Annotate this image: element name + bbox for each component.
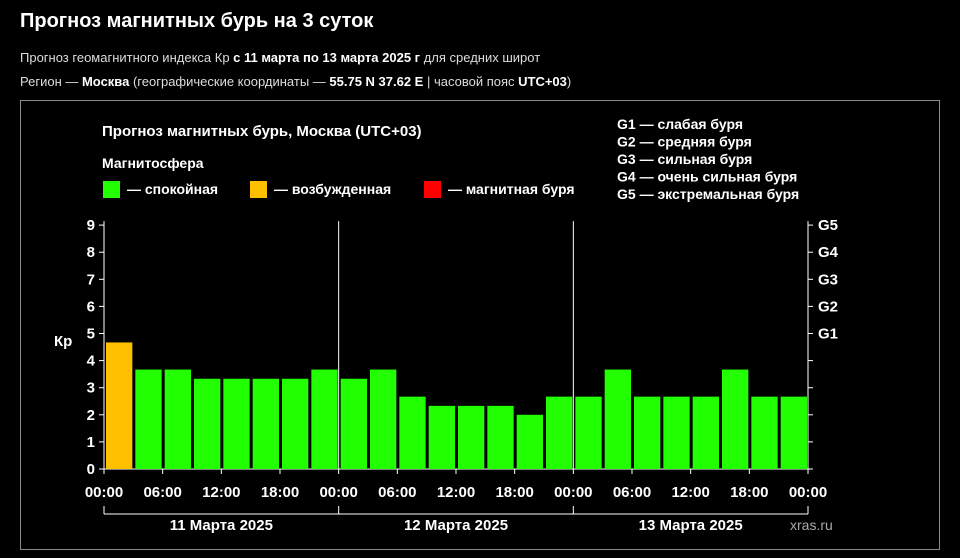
kp-bar — [604, 369, 631, 469]
kp-bar — [458, 405, 485, 469]
y-tick-label: 9 — [87, 217, 95, 234]
kp-bar — [516, 414, 543, 469]
x-tick-label: 06:00 — [378, 484, 416, 501]
legend-swatch — [424, 181, 441, 198]
g-level-label: G5 — [818, 217, 838, 234]
kp-bar — [311, 369, 338, 469]
kp-bar — [428, 405, 455, 469]
x-tick-label: 06:00 — [143, 484, 181, 501]
y-tick-label: 2 — [87, 407, 95, 424]
x-tick-label: 06:00 — [613, 484, 651, 501]
plot-area: 0 1 2 3 4 5 6 7 8 9 G1 G2 G3 G4 G5 00:00 06:00 12:00 18:00… — [85, 217, 839, 534]
x-tick-label: 18:00 — [261, 484, 299, 501]
legend-title: Магнитосфера — [102, 155, 204, 171]
g-legend-item: G2 — средняя буря — [617, 134, 752, 150]
region-line: Регион — Москва (географические координа… — [20, 74, 572, 89]
g-level-label: G1 — [818, 326, 838, 343]
g-legend-item: G3 — сильная буря — [617, 151, 752, 167]
kp-bar — [780, 396, 807, 469]
y-tick-label: 7 — [87, 271, 95, 288]
x-tick-label: 00:00 — [85, 484, 123, 501]
kp-bar — [135, 369, 162, 469]
x-tick-label: 00:00 — [554, 484, 592, 501]
x-tick-label: 18:00 — [495, 484, 533, 501]
g-level-label: G4 — [818, 244, 839, 261]
g-legend-item: G5 — экстремальная буря — [617, 186, 799, 202]
kp-bar — [575, 396, 602, 469]
chart-frame — [20, 100, 940, 550]
legend-label: — магнитная буря — [448, 181, 575, 197]
day-label: 11 Марта 2025 — [170, 517, 273, 534]
x-tick-label: 18:00 — [730, 484, 768, 501]
kp-bar — [282, 378, 309, 469]
page-title: Прогноз магнитных бурь на 3 суток — [20, 10, 374, 32]
legend-swatch — [103, 181, 120, 198]
y-tick-label: 4 — [87, 353, 96, 370]
legend-label: — возбужденная — [274, 181, 391, 197]
kp-bar — [546, 396, 573, 469]
g-legend-item: G4 — очень сильная буря — [617, 169, 797, 185]
forecast-period-line: Прогноз геомагнитного индекса Кр с 11 ма… — [20, 50, 541, 65]
kp-bar — [722, 369, 749, 469]
kp-bar — [399, 396, 426, 469]
kp-bar — [751, 396, 778, 469]
kp-bar — [106, 342, 133, 469]
kp-bar — [223, 378, 250, 469]
x-tick-label: 00:00 — [789, 484, 827, 501]
g-level-label: G3 — [818, 271, 838, 288]
x-tick-label: 12:00 — [671, 484, 709, 501]
kp-bar — [634, 396, 661, 469]
y-axis-label: Кр — [54, 333, 72, 350]
g-level-label: G2 — [818, 298, 838, 315]
kp-bar — [340, 378, 367, 469]
legend: — спокойная — возбужденная — магнитная бур… — [103, 181, 575, 198]
watermark: xras.ru — [790, 517, 833, 533]
x-tick-label: 00:00 — [319, 484, 357, 501]
day-label: 12 Марта 2025 — [404, 517, 508, 534]
kp-bar — [692, 396, 719, 469]
chart-title: Прогноз магнитных бурь, Москва (UTC+03) — [102, 123, 422, 140]
kp-bar — [487, 405, 514, 469]
kp-bar — [194, 378, 221, 469]
y-tick-label: 1 — [87, 434, 95, 451]
y-tick-label: 0 — [87, 461, 95, 478]
kp-bar — [252, 378, 279, 469]
legend-label: — спокойная — [127, 181, 218, 197]
y-tick-label: 3 — [87, 380, 95, 397]
day-label: 13 Марта 2025 — [639, 517, 743, 534]
kp-bar — [663, 396, 690, 469]
y-tick-label: 6 — [87, 298, 95, 315]
x-tick-label: 12:00 — [437, 484, 475, 501]
kp-bar — [370, 369, 397, 469]
g-legend-item: G1 — слабая буря — [617, 116, 743, 132]
y-tick-label: 5 — [87, 326, 95, 343]
y-tick-label: 8 — [87, 244, 95, 261]
kp-bar — [164, 369, 191, 469]
legend-swatch — [250, 181, 267, 198]
x-tick-label: 12:00 — [202, 484, 240, 501]
